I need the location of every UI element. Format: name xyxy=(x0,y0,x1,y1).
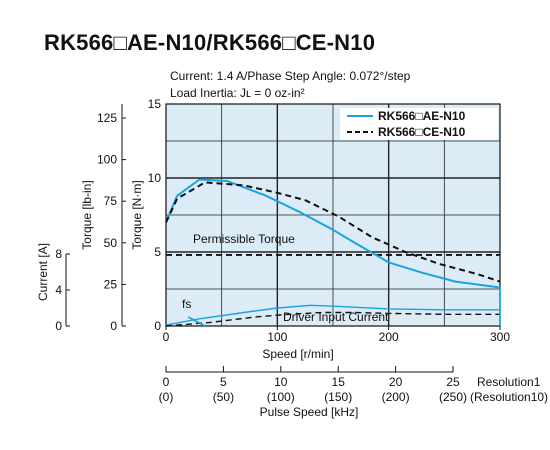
y-tick-label-nm: 10 xyxy=(148,171,162,185)
current-line-ae xyxy=(165,304,500,326)
pulse-tick-label-res10: (50) xyxy=(213,390,234,404)
y-tick-label-nm: 0 xyxy=(154,319,161,333)
pulse-resolution1-label: Resolution1 xyxy=(477,375,541,389)
y-axis-label-current: Current [A] xyxy=(36,243,50,301)
y-tick-label-lbin: 125 xyxy=(97,111,117,125)
x-tick-label: 0 xyxy=(163,330,170,344)
y-axis-label-nm: Torque [N·m] xyxy=(130,180,144,249)
annotation-fs: fs xyxy=(182,297,191,311)
y-tick-label-nm: 5 xyxy=(154,245,161,259)
y-tick-label-lbin: 0 xyxy=(110,319,117,333)
pulse-tick-label-res10: (250) xyxy=(439,390,467,404)
y-tick-label-nm: 15 xyxy=(148,97,162,111)
pulse-tick-label-res1: 25 xyxy=(446,375,460,389)
plot-frame xyxy=(165,103,501,327)
annotation-permissible-torque: Permissible Torque xyxy=(193,232,295,246)
torque-line-ce xyxy=(165,181,501,283)
series-lines xyxy=(165,178,501,327)
grid-lines xyxy=(166,104,500,326)
pulse-speed-axis: 0(0) 5(50) 10(100) 15(150) 20(200) 25(250) xyxy=(159,366,467,404)
tick-labels: 0 100 200 300 0 5 10 15 0 25 50 75 100 125 0 4 8 xyxy=(55,97,510,344)
pulse-resolution10-label: (Resolution10) xyxy=(470,390,548,404)
x-axis-label: Speed [r/min] xyxy=(262,347,333,361)
legend-label-ce: RK566□CE-N10 xyxy=(378,125,466,139)
y-tick-label-current: 0 xyxy=(55,319,62,333)
pulse-tick-label-res10: (0) xyxy=(159,390,174,404)
y-tick-label-lbin: 50 xyxy=(104,236,118,250)
legend: RK566□AE-N10 RK566□CE-N10 xyxy=(340,108,498,140)
pulse-tick-label-res10: (200) xyxy=(382,390,410,404)
y-tick-label-lbin: 100 xyxy=(97,153,117,167)
pulse-tick-label-res1: 15 xyxy=(332,375,346,389)
y-tick-label-current: 4 xyxy=(55,283,62,297)
pulse-axis-label: Pulse Speed [kHz] xyxy=(260,405,359,419)
y-tick-label-current: 8 xyxy=(55,247,62,261)
torque-line-ae xyxy=(165,178,501,289)
chart-title: RK566□AE-N10/RK566□CE-N10 xyxy=(44,30,376,55)
conditions-line-2: Load Inertia: Jʟ = 0 oz-in² xyxy=(170,86,305,100)
pulse-tick-label-res10: (150) xyxy=(324,390,352,404)
y-tick-label-lbin: 25 xyxy=(104,277,118,291)
x-tick-label: 200 xyxy=(379,330,399,344)
legend-label-ae: RK566□AE-N10 xyxy=(378,109,466,123)
conditions-line-1: Current: 1.4 A/Phase Step Angle: 0.072°/… xyxy=(170,69,411,83)
pulse-tick-label-res1: 5 xyxy=(220,375,227,389)
pulse-tick-label-res1: 10 xyxy=(274,375,288,389)
x-tick-label: 300 xyxy=(490,330,510,344)
fs-line xyxy=(187,316,206,327)
legend-box xyxy=(340,108,498,140)
pulse-tick-label-res10: (100) xyxy=(267,390,295,404)
current-line-ce xyxy=(165,311,500,327)
x-tick-label: 100 xyxy=(267,330,287,344)
pulse-tick-label-res1: 20 xyxy=(389,375,403,389)
y-tick-label-lbin: 75 xyxy=(104,194,118,208)
y-axis-label-lbin: Torque [lb-in] xyxy=(80,180,94,249)
pulse-tick-label-res1: 0 xyxy=(163,375,170,389)
